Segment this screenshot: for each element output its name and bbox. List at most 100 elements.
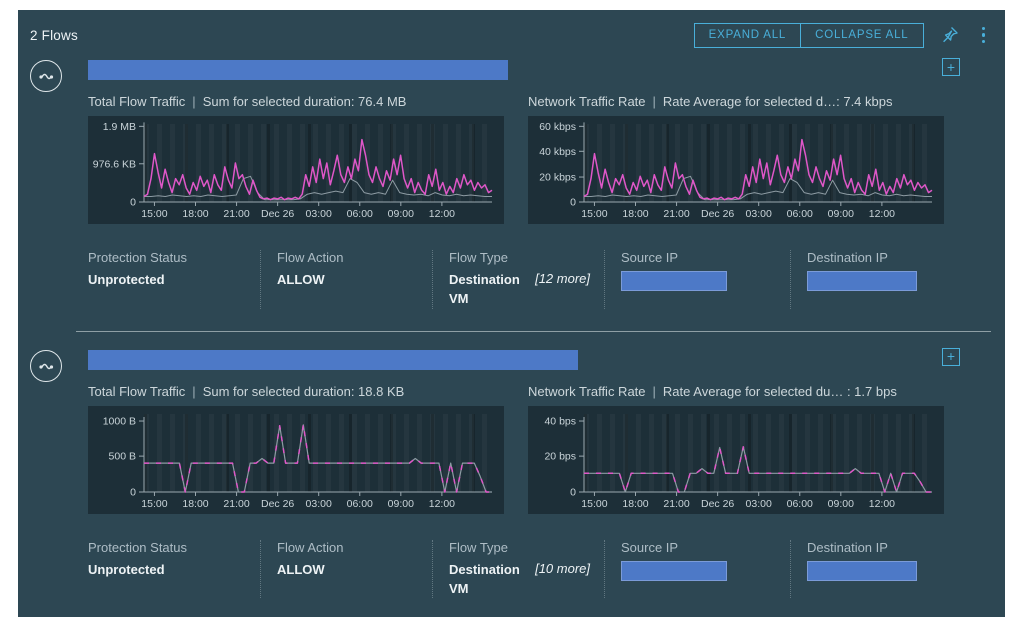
chart-title: Total Flow Traffic | Sum for selected dura… xyxy=(88,94,407,109)
flow-type-value: Destination VM xyxy=(449,272,520,306)
svg-text:18:00: 18:00 xyxy=(182,208,208,220)
flow-divider xyxy=(76,330,991,332)
flow-type-more-badge[interactable]: [12 more] xyxy=(535,271,590,286)
protection-status-field: Protection Status Unprotected xyxy=(88,540,260,599)
svg-text:21:00: 21:00 xyxy=(223,498,249,510)
svg-text:12:00: 12:00 xyxy=(869,498,895,510)
flow-action-label: Flow Action xyxy=(277,250,344,265)
svg-text:15:00: 15:00 xyxy=(581,208,607,220)
flow-card-2: + Total Flow Traffic | Sum for selected du… xyxy=(18,344,1005,619)
plus-icon[interactable]: + xyxy=(942,58,960,76)
svg-text:0: 0 xyxy=(130,197,136,209)
svg-text:20 kbps: 20 kbps xyxy=(539,172,576,184)
svg-text:03:00: 03:00 xyxy=(306,498,332,510)
protection-status-value: Unprotected xyxy=(88,272,165,287)
destination-ip-label: Destination IP xyxy=(807,539,888,555)
protection-status-field: Protection Status Unprotected xyxy=(88,250,260,309)
source-ip-field: Source IP xyxy=(604,250,790,309)
svg-text:06:00: 06:00 xyxy=(787,498,813,510)
metric-name: Network Traffic Rate xyxy=(528,94,646,109)
destination-ip-field: Destination IP xyxy=(790,539,976,599)
svg-text:40 kbps: 40 kbps xyxy=(539,146,576,158)
svg-text:0: 0 xyxy=(130,486,136,498)
flow-type-label: Flow Type xyxy=(449,250,509,265)
flow-action-value: ALLOW xyxy=(277,272,325,287)
total-flow-traffic-chart: 1.9 MB 976.6 KB 0 15:00 18:00 21:00 Dec 26 03:0… xyxy=(88,116,504,224)
metric-name: Total Flow Traffic xyxy=(88,94,186,109)
metric-summary: Sum for selected duration: 76.4 MB xyxy=(202,94,407,109)
svg-text:15:00: 15:00 xyxy=(141,208,167,220)
svg-text:09:00: 09:00 xyxy=(388,208,414,220)
svg-text:Dec 26: Dec 26 xyxy=(701,208,734,220)
collapse-all-button[interactable]: COLLAPSE ALL xyxy=(800,22,924,48)
svg-text:15:00: 15:00 xyxy=(581,498,607,510)
protection-status-label: Protection Status xyxy=(88,539,187,555)
source-ip-label: Source IP xyxy=(621,539,679,555)
svg-text:06:00: 06:00 xyxy=(347,208,373,220)
svg-text:06:00: 06:00 xyxy=(787,208,813,220)
svg-text:03:00: 03:00 xyxy=(746,498,772,510)
svg-text:12:00: 12:00 xyxy=(869,208,895,220)
svg-text:1000 B: 1000 B xyxy=(103,415,136,427)
flow-icon xyxy=(30,60,62,92)
protection-status-value: Unprotected xyxy=(88,561,165,577)
source-ip-label: Source IP xyxy=(621,250,679,265)
chart-title: Network Traffic Rate | Rate Average for se… xyxy=(528,94,893,109)
source-ip-field: Source IP xyxy=(604,539,790,599)
svg-text:21:00: 21:00 xyxy=(223,208,249,220)
panel-header: 2 Flows EXPAND ALL COLLAPSE ALL xyxy=(18,10,1005,54)
svg-text:Dec 26: Dec 26 xyxy=(261,498,294,510)
svg-text:40 bps: 40 bps xyxy=(544,415,576,427)
flow-type-more-badge[interactable]: [10 more] xyxy=(535,560,590,576)
svg-text:06:00: 06:00 xyxy=(347,498,373,510)
svg-text:500 B: 500 B xyxy=(109,450,136,462)
chart-title: Total Flow Traffic | Sum for selected dura… xyxy=(88,383,405,399)
svg-text:09:00: 09:00 xyxy=(828,208,854,220)
header-actions: EXPAND ALL COLLAPSE ALL xyxy=(693,22,992,48)
svg-text:15:00: 15:00 xyxy=(141,498,167,510)
destination-ip-redacted xyxy=(807,271,917,291)
destination-ip-field: Destination IP xyxy=(790,250,976,309)
svg-text:18:00: 18:00 xyxy=(622,498,648,510)
svg-text:21:00: 21:00 xyxy=(663,208,689,220)
svg-text:60 kbps: 60 kbps xyxy=(539,121,576,133)
svg-text:Dec 26: Dec 26 xyxy=(701,498,734,510)
flows-panel: 2 Flows EXPAND ALL COLLAPSE ALL xyxy=(18,10,1005,617)
flow-action-field: Flow Action ALLOW xyxy=(260,250,432,309)
flow-type-field: Flow Type Destination VM [12 more] xyxy=(432,250,604,309)
flow-icon xyxy=(30,349,62,382)
svg-text:20 bps: 20 bps xyxy=(544,450,576,462)
network-traffic-rate-chart: 60 kbps 40 kbps 20 kbps 0 15:00 18:00 21:00 Dec… xyxy=(528,116,944,224)
flow-type-label: Flow Type xyxy=(449,539,509,555)
flow-action-value: ALLOW xyxy=(277,561,325,577)
svg-text:21:00: 21:00 xyxy=(663,498,689,510)
metric-summary: Rate Average for selected d…: 7.4 kbps xyxy=(662,94,893,109)
pin-icon[interactable] xyxy=(940,25,960,45)
metric-summary: Sum for selected duration: 18.8 KB xyxy=(202,383,405,399)
source-ip-redacted xyxy=(621,560,727,581)
flow-type-value: Destination VM xyxy=(449,561,520,596)
flow-type-field: Flow Type Destination VM [10 more] xyxy=(432,539,604,599)
svg-text:12:00: 12:00 xyxy=(429,208,455,220)
svg-text:0: 0 xyxy=(570,197,576,209)
svg-text:1.9 MB: 1.9 MB xyxy=(103,121,136,133)
expand-all-button[interactable]: EXPAND ALL xyxy=(693,22,802,48)
total-flow-traffic-chart: 1000 B 500 B 0 15:00 18:00 21:00 Dec 26 03:00 06… xyxy=(88,405,504,514)
flow-name-redacted xyxy=(88,349,578,370)
plus-icon[interactable]: + xyxy=(942,347,960,366)
metric-name: Network Traffic Rate xyxy=(528,383,646,399)
protection-status-label: Protection Status xyxy=(88,250,187,265)
destination-ip-label: Destination IP xyxy=(807,250,888,265)
svg-text:12:00: 12:00 xyxy=(429,498,455,510)
flows-count: 2 Flows xyxy=(30,27,78,43)
flow-name-redacted xyxy=(88,60,508,80)
flow-card-1: + Total Flow Traffic | Sum for selected du… xyxy=(18,54,1005,329)
kebab-menu-icon[interactable] xyxy=(976,25,992,46)
svg-text:18:00: 18:00 xyxy=(622,208,648,220)
svg-text:03:00: 03:00 xyxy=(746,208,772,220)
network-traffic-rate-chart: 40 bps 20 bps 0 15:00 18:00 21:00 Dec 26 03:00 0… xyxy=(528,405,944,514)
source-ip-redacted xyxy=(621,271,727,291)
svg-text:09:00: 09:00 xyxy=(388,498,414,510)
flow-action-field: Flow Action ALLOW xyxy=(260,539,432,599)
svg-text:Dec 26: Dec 26 xyxy=(261,208,294,220)
